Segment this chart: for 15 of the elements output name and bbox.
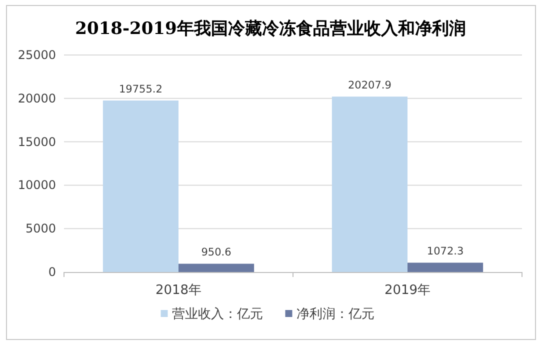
- legend-label: 营业收入：亿元: [172, 307, 263, 322]
- legend-label: 净利润：亿元: [296, 307, 374, 322]
- ytick: 15000: [18, 134, 56, 149]
- ytick: 20000: [18, 91, 56, 106]
- xtick: 2019年: [384, 283, 431, 298]
- data-label: 950.6: [201, 246, 232, 259]
- data-label: 20207.9: [348, 80, 392, 92]
- data-label: 1072.3: [426, 246, 464, 258]
- ytick: 0: [48, 265, 56, 279]
- ytick: 10000: [18, 178, 56, 192]
- title: 2018-2019年我国冷藏冷冻食品营业收入和净利润: [75, 19, 466, 39]
- ytick: 25000: [18, 48, 56, 62]
- ytick: 5000: [25, 222, 56, 236]
- xtick: 2018年: [155, 283, 202, 298]
- data-label: 19755.2: [119, 84, 162, 96]
